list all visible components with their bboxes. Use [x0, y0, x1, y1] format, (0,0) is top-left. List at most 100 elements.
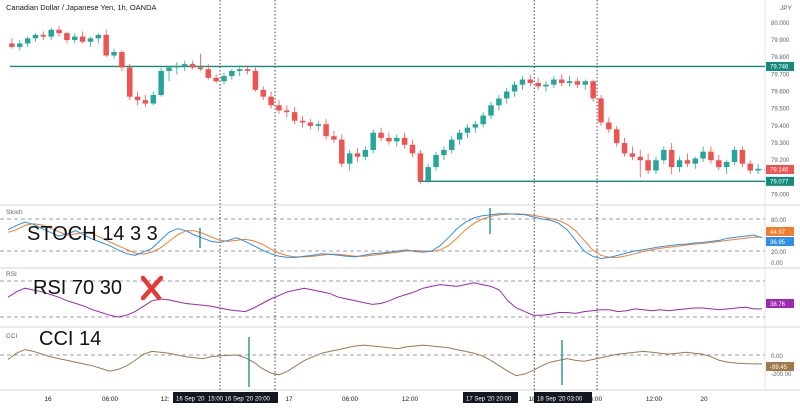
time-label: 12:00 — [402, 396, 419, 403]
price-tick: 79.900 — [771, 38, 790, 44]
candle-body — [464, 127, 471, 133]
price-tick: 80.000 — [771, 21, 790, 27]
time-label: 16 — [44, 396, 52, 403]
candle-body — [56, 29, 62, 34]
candle-body — [284, 110, 290, 113]
time-label: 12: — [160, 396, 169, 403]
candle-body — [543, 84, 549, 87]
stoch-tick-80: 80.00 — [771, 218, 787, 224]
price-tick: 79.300 — [771, 141, 790, 147]
time-label: 06:00 — [102, 396, 119, 403]
cci-value: -99.45 — [770, 365, 788, 371]
candle-body — [276, 105, 282, 111]
candle-body — [480, 115, 486, 125]
candle-body — [158, 70, 164, 95]
stoch-tick-20: 20.00 — [771, 250, 787, 256]
candle-body — [229, 70, 235, 77]
candle-body — [401, 137, 408, 145]
candle-body — [566, 81, 573, 83]
candle-body — [692, 158, 698, 164]
level-price-badge — [766, 61, 794, 71]
cci-tick-neg200: -200.00 — [771, 372, 792, 378]
candle-body — [449, 139, 455, 150]
candle-body — [590, 81, 596, 99]
rsi-panel-name: RSI — [6, 271, 17, 278]
candle-body — [668, 149, 675, 168]
level-price-label: 79.077 — [770, 179, 789, 185]
candle-body — [394, 137, 400, 142]
candle-body — [503, 91, 510, 99]
candle-body — [472, 124, 479, 128]
candle-body — [24, 38, 31, 44]
candle-body — [684, 160, 691, 164]
cci-line — [7, 344, 762, 377]
candle-body — [645, 160, 651, 171]
candle-body — [205, 69, 212, 78]
candle-body — [606, 122, 612, 130]
candle-body — [260, 89, 267, 97]
candle-body — [488, 105, 494, 116]
candle-body — [339, 139, 345, 164]
candle-body — [425, 167, 431, 181]
stoch-panel-name: Stoch — [6, 209, 23, 216]
candle-body — [574, 81, 581, 85]
candle-body — [40, 34, 47, 37]
red-x-icon — [140, 275, 164, 301]
price-tick: 79.600 — [771, 90, 790, 96]
candle-body — [370, 132, 376, 150]
date-badge — [534, 392, 592, 403]
currency-label: JPY — [780, 5, 793, 12]
candle-body — [268, 96, 274, 106]
candle-body — [456, 132, 463, 140]
candle-body — [299, 120, 306, 123]
candle-body — [637, 156, 644, 161]
candle-body — [221, 76, 227, 82]
candle-body — [244, 69, 251, 71]
candle-body — [134, 96, 141, 101]
candle-body — [731, 149, 738, 162]
price-axis[interactable]: 80.000 79.900 79.800 79.700 79.600 79.500 79.4… — [771, 21, 790, 199]
time-label: 12:00 — [646, 396, 663, 403]
candle-body — [95, 34, 102, 39]
time-label: 06:00 — [342, 396, 359, 403]
cci-panel-name: CCI — [6, 333, 17, 340]
candle-body — [142, 100, 149, 104]
price-tick: 79.000 — [771, 193, 790, 199]
stoch-d-value: 44.97 — [770, 230, 786, 236]
rsi-value: 38.76 — [770, 302, 786, 308]
candle-body — [48, 29, 54, 37]
candle-body — [441, 149, 447, 156]
candle-body — [331, 136, 337, 140]
candle-body — [409, 144, 416, 154]
candle-body — [676, 160, 683, 168]
stoch-k-badge — [766, 237, 794, 246]
time-label: 17 — [285, 396, 293, 403]
price-tick: 79.800 — [771, 55, 790, 61]
level-price-badge — [766, 176, 794, 186]
price-levels[interactable]: 79.746 79.077 79.146 — [10, 61, 794, 186]
candle-body — [252, 70, 259, 90]
date-badge-label: 18 Sep '20 03:00 — [537, 397, 583, 403]
candle-body — [323, 124, 329, 137]
candle-body — [433, 155, 439, 168]
candle-body — [661, 149, 667, 161]
stoch-overlay-label: STOCH 14 3 3 — [27, 223, 158, 245]
candle-body — [346, 153, 353, 164]
time-axis[interactable]: 16 06:00 12: 17 06:00 12:00 18 06:00 12:00 20 — [44, 396, 708, 403]
date-badge — [205, 392, 278, 403]
candle-body — [417, 153, 424, 181]
cci-overlay-label: CCI 14 — [39, 328, 101, 350]
annotation-markers — [199, 208, 563, 387]
candle-body — [739, 149, 746, 164]
current-price-badge — [766, 164, 794, 174]
candle-body — [723, 161, 730, 168]
candle-body — [9, 43, 15, 47]
candle-body — [535, 82, 541, 87]
candle-body — [716, 160, 722, 168]
candle-body — [582, 81, 589, 85]
candle-body — [64, 33, 70, 41]
level-price-label: 79.746 — [770, 64, 789, 70]
candle-body — [747, 163, 753, 171]
